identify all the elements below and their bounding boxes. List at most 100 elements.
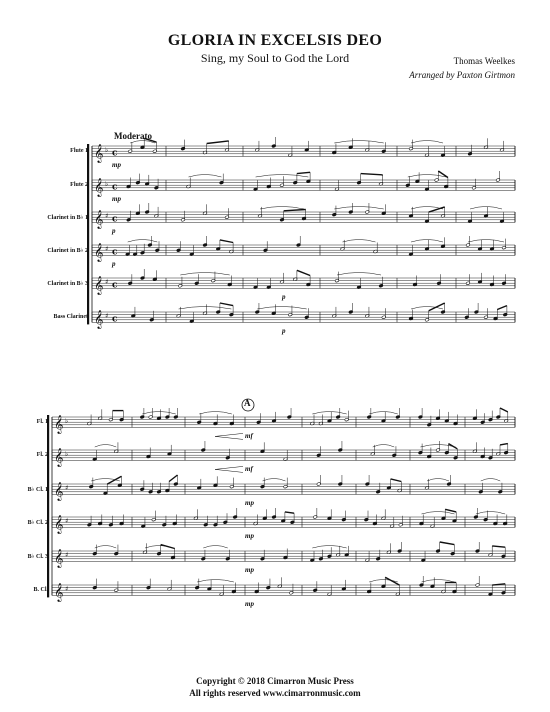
treble-clef-icon: 𝄞 bbox=[54, 414, 63, 434]
treble-clef-icon: 𝄞 bbox=[94, 309, 103, 329]
common-time-icon: c bbox=[112, 182, 118, 192]
treble-clef-icon: 𝄞 bbox=[54, 548, 63, 568]
slur bbox=[197, 579, 234, 583]
slur bbox=[203, 545, 228, 549]
slur bbox=[91, 478, 120, 482]
tempo-marking: Moderato bbox=[114, 131, 152, 141]
slur bbox=[127, 239, 158, 243]
dynamic-marking: mp bbox=[245, 600, 254, 609]
slur bbox=[475, 511, 506, 515]
slur bbox=[334, 140, 384, 144]
slur bbox=[312, 545, 347, 549]
crescendo-hairpin bbox=[214, 433, 244, 440]
composer-credit: Thomas Weelkes bbox=[453, 56, 515, 66]
slur bbox=[467, 239, 505, 243]
slur bbox=[336, 272, 382, 276]
dynamic-marking: p bbox=[282, 327, 286, 336]
common-time-icon: c bbox=[112, 280, 118, 290]
flat-key-signature-icon: ♭ bbox=[65, 450, 68, 458]
system-bracket bbox=[47, 415, 50, 598]
slur bbox=[469, 206, 503, 210]
treble-clef-icon: 𝄞 bbox=[94, 209, 103, 229]
common-time-icon: c bbox=[112, 314, 118, 324]
instrument-label: Flute 2 bbox=[70, 182, 88, 188]
piece-subtitle: Sing, my Soul to God the Lord bbox=[200, 51, 350, 65]
flat-key-signature-icon: ♭ bbox=[105, 180, 108, 188]
dynamic-marking: mp bbox=[245, 499, 254, 508]
rehearsal-mark-label: A bbox=[244, 398, 251, 408]
slur bbox=[334, 206, 384, 210]
slur bbox=[259, 206, 305, 210]
slur bbox=[342, 239, 376, 243]
note-beam bbox=[296, 269, 311, 277]
slur bbox=[372, 444, 395, 448]
instrument-label: Bass Clarinet bbox=[53, 314, 89, 320]
sharp-key-signature-icon: ♯ bbox=[65, 484, 68, 492]
slur bbox=[257, 306, 307, 310]
slur bbox=[178, 306, 232, 310]
instrument-label: Clarinet in B♭ 1 bbox=[47, 215, 88, 221]
slur bbox=[130, 140, 155, 144]
sharp-key-signature-icon: ♯ bbox=[65, 517, 68, 525]
instrument-label: B♭ Cl. 2 bbox=[27, 520, 48, 526]
instrument-label: B. Cl. bbox=[33, 587, 48, 593]
flat-key-signature-icon: ♭ bbox=[65, 417, 68, 425]
note-beam bbox=[492, 545, 506, 548]
copyright-notice: Copyright © 2018 Cimarron Music Press bbox=[196, 676, 354, 686]
note-beam bbox=[437, 170, 449, 179]
note-beam bbox=[219, 239, 234, 244]
slur bbox=[410, 239, 444, 243]
slur bbox=[369, 579, 398, 583]
slur bbox=[94, 545, 117, 549]
rehearsal-mark-circle bbox=[241, 398, 255, 412]
crescendo-hairpin bbox=[214, 466, 244, 473]
slur bbox=[262, 478, 286, 482]
note-beam bbox=[168, 474, 178, 483]
instrument-label: Clarinet in B♭ 2 bbox=[47, 248, 88, 254]
treble-clef-icon: 𝄞 bbox=[54, 582, 63, 602]
common-time-icon: c bbox=[112, 214, 118, 224]
treble-clef-icon: 𝄞 bbox=[54, 447, 63, 467]
note-beam bbox=[284, 511, 295, 514]
dynamic-marking: mf bbox=[245, 465, 253, 474]
sharp-key-signature-icon: ♯ bbox=[105, 245, 108, 253]
sharp-key-signature-icon: ♯ bbox=[105, 312, 108, 320]
dynamic-marking: mp bbox=[112, 161, 121, 170]
slur bbox=[312, 411, 347, 415]
dynamic-marking: mf bbox=[245, 432, 253, 441]
note-beam bbox=[143, 137, 157, 143]
note-beam bbox=[384, 576, 400, 586]
treble-clef-icon: 𝄞 bbox=[94, 275, 103, 295]
note-beam bbox=[106, 475, 122, 485]
dynamic-marking: mp bbox=[245, 532, 254, 541]
dynamic-marking: p bbox=[112, 260, 116, 269]
slur bbox=[410, 206, 444, 210]
slur bbox=[407, 174, 447, 178]
slur bbox=[255, 174, 309, 178]
instrument-label: Flute 1 bbox=[70, 148, 88, 154]
slur bbox=[410, 140, 444, 144]
slur bbox=[421, 511, 455, 515]
slur bbox=[188, 174, 222, 178]
slur bbox=[421, 579, 455, 583]
system-bracket bbox=[87, 144, 90, 325]
common-time-icon: c bbox=[112, 247, 118, 257]
slur bbox=[94, 444, 117, 448]
slur bbox=[144, 545, 174, 549]
treble-clef-icon: 𝄞 bbox=[54, 514, 63, 534]
dynamic-marking: mp bbox=[245, 566, 254, 575]
note-beam bbox=[219, 302, 234, 307]
treble-clef-icon: 𝄞 bbox=[94, 177, 103, 197]
note-beam bbox=[445, 508, 457, 513]
dynamic-marking: mp bbox=[112, 195, 121, 204]
note-beam bbox=[360, 172, 383, 176]
rights-notice: All rights reserved www.cimarronmusic.co… bbox=[189, 688, 361, 698]
note-beam bbox=[439, 541, 455, 546]
note-beam bbox=[296, 171, 311, 175]
note-beam bbox=[283, 208, 306, 212]
sharp-key-signature-icon: ♯ bbox=[65, 585, 68, 593]
flat-key-signature-icon: ♭ bbox=[105, 146, 108, 154]
instrument-label: B♭ Cl. 3 bbox=[27, 554, 48, 560]
note-beam bbox=[499, 442, 508, 446]
